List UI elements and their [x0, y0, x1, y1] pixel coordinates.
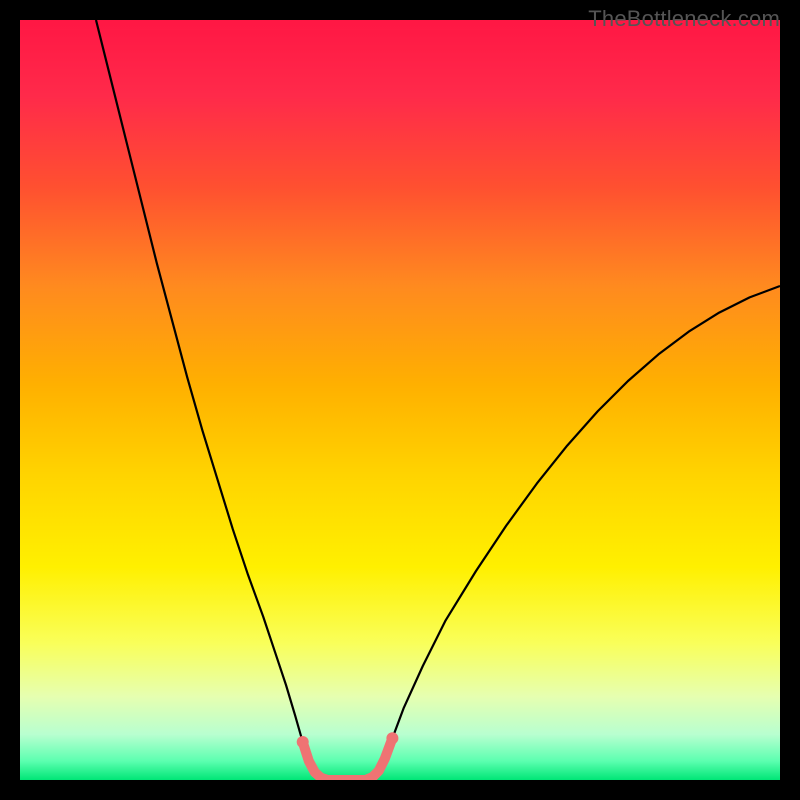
bottleneck-chart	[20, 20, 780, 780]
highlight-dot	[386, 732, 398, 744]
highlight-dot	[297, 736, 309, 748]
chart-container	[20, 20, 780, 780]
gradient-background	[20, 20, 780, 780]
watermark-text: TheBottleneck.com	[588, 6, 780, 32]
